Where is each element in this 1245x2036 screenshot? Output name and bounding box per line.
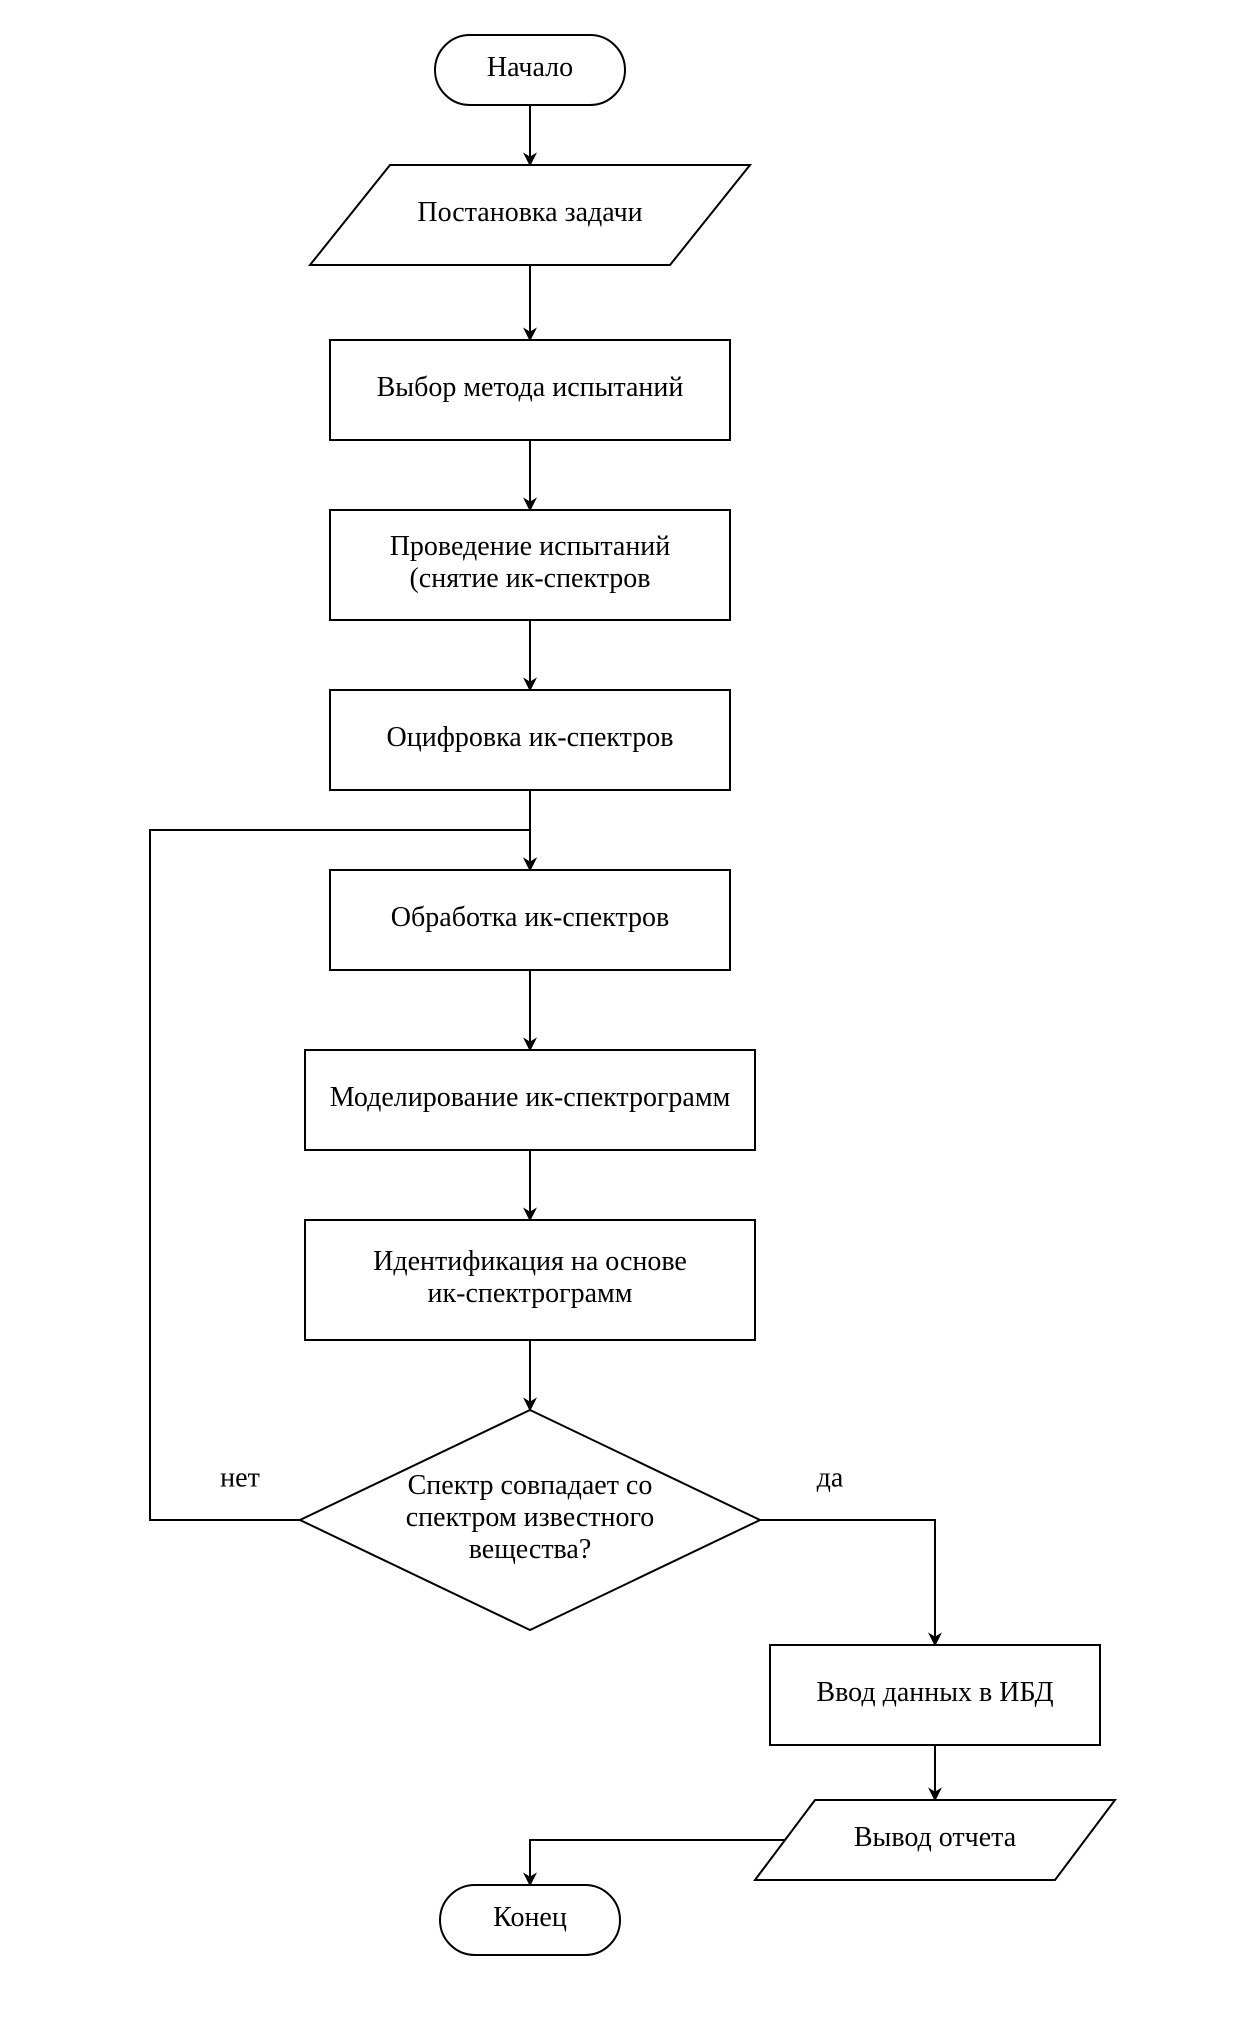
node-task: Постановка задачи [310, 165, 750, 265]
node-label: Обработка ик-спектров [391, 902, 669, 933]
node-label: Начало [487, 52, 573, 83]
node-decision: Спектр совпадает соспектром известногове… [300, 1410, 760, 1630]
node-ident: Идентификация на основеик-спектрограмм [305, 1220, 755, 1340]
edge [760, 1520, 935, 1645]
node-input_ibd: Ввод данных в ИБД [770, 1645, 1100, 1745]
node-label: Постановка задачи [417, 197, 642, 228]
edge-label: нет [220, 1462, 260, 1493]
node-label: Моделирование ик-спектрограмм [330, 1082, 731, 1113]
node-processing: Обработка ик-спектров [330, 870, 730, 970]
node-method: Выбор метода испытаний [330, 340, 730, 440]
nodes-layer: Начало Постановка задачи Выбор метода испы… [300, 35, 1115, 1955]
node-label: Ввод данных в ИБД [816, 1677, 1053, 1708]
edge [530, 1840, 785, 1885]
node-digitize: Оцифровка ик-спектров [330, 690, 730, 790]
node-start: Начало [435, 35, 625, 105]
node-label: Выбор метода испытаний [377, 372, 684, 403]
edge-label: да [817, 1462, 844, 1493]
node-label: Вывод отчета [854, 1822, 1017, 1853]
node-label: Оцифровка ик-спектров [387, 722, 674, 753]
node-label: Проведение испытаний(снятие ик-спектров [390, 531, 671, 594]
node-modeling: Моделирование ик-спектрограмм [305, 1050, 755, 1150]
node-end: Конец [440, 1885, 620, 1955]
node-perform: Проведение испытаний(снятие ик-спектров [330, 510, 730, 620]
node-report: Вывод отчета [755, 1800, 1115, 1880]
node-label: Конец [493, 1902, 567, 1933]
